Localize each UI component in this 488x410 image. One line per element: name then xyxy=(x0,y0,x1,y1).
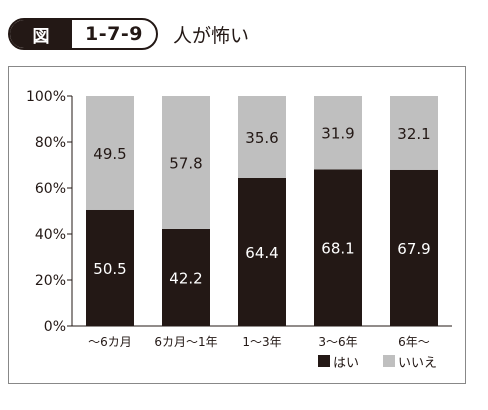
legend-swatch-iie xyxy=(383,355,395,367)
y-tick-label: 40% xyxy=(35,227,66,243)
data-label-hai: 68.1 xyxy=(321,240,354,258)
legend-swatch-hai xyxy=(318,355,330,367)
y-tick-label: 100% xyxy=(26,89,66,105)
data-label-iie: 49.5 xyxy=(93,145,126,163)
bar-segment-iie xyxy=(86,96,134,210)
bar-segment-iie xyxy=(314,96,362,170)
bar-segment-hai xyxy=(86,209,134,326)
x-tick-label: 6年〜 xyxy=(398,335,430,349)
bar-segment-iie xyxy=(390,96,438,170)
data-label-iie: 31.9 xyxy=(321,125,354,143)
figure-number: 1-7-9 xyxy=(85,23,143,45)
y-tick-label: 0% xyxy=(44,319,66,335)
y-tick-label: 80% xyxy=(35,135,66,151)
bar-segment-iie xyxy=(238,96,286,178)
figure-tag-label: 図 xyxy=(10,20,72,48)
y-tick-label: 60% xyxy=(35,181,66,197)
data-label-hai: 67.9 xyxy=(397,240,430,258)
data-label-iie: 32.1 xyxy=(397,125,430,143)
x-tick-label: 1〜3年 xyxy=(242,335,281,349)
data-label-iie: 57.8 xyxy=(169,154,202,172)
legend-label-iie: いいえ xyxy=(398,356,437,371)
legend-label-hai: はい xyxy=(333,356,359,371)
x-tick-label: 〜6カ月 xyxy=(88,335,132,349)
bar-segment-hai xyxy=(314,169,362,326)
data-label-hai: 64.4 xyxy=(245,244,278,262)
bar-segment-hai xyxy=(162,228,210,326)
x-tick-label: 3〜6年 xyxy=(318,335,357,349)
data-label-iie: 35.6 xyxy=(245,129,278,147)
bar-segment-hai xyxy=(390,169,438,326)
y-tick-label: 20% xyxy=(35,273,66,289)
figure-title: 人が怖い xyxy=(173,25,250,47)
data-label-hai: 50.5 xyxy=(93,260,126,278)
chart-frame xyxy=(8,66,466,384)
data-label-hai: 42.2 xyxy=(169,269,202,287)
bar-segment-hai xyxy=(238,177,286,326)
figure-tag: 図 1-7-9 xyxy=(8,18,158,50)
figure-header: 図 1-7-9 人が怖い xyxy=(8,18,478,50)
x-tick-label: 6カ月〜1年 xyxy=(154,335,217,349)
bar-segment-iie xyxy=(162,96,210,229)
